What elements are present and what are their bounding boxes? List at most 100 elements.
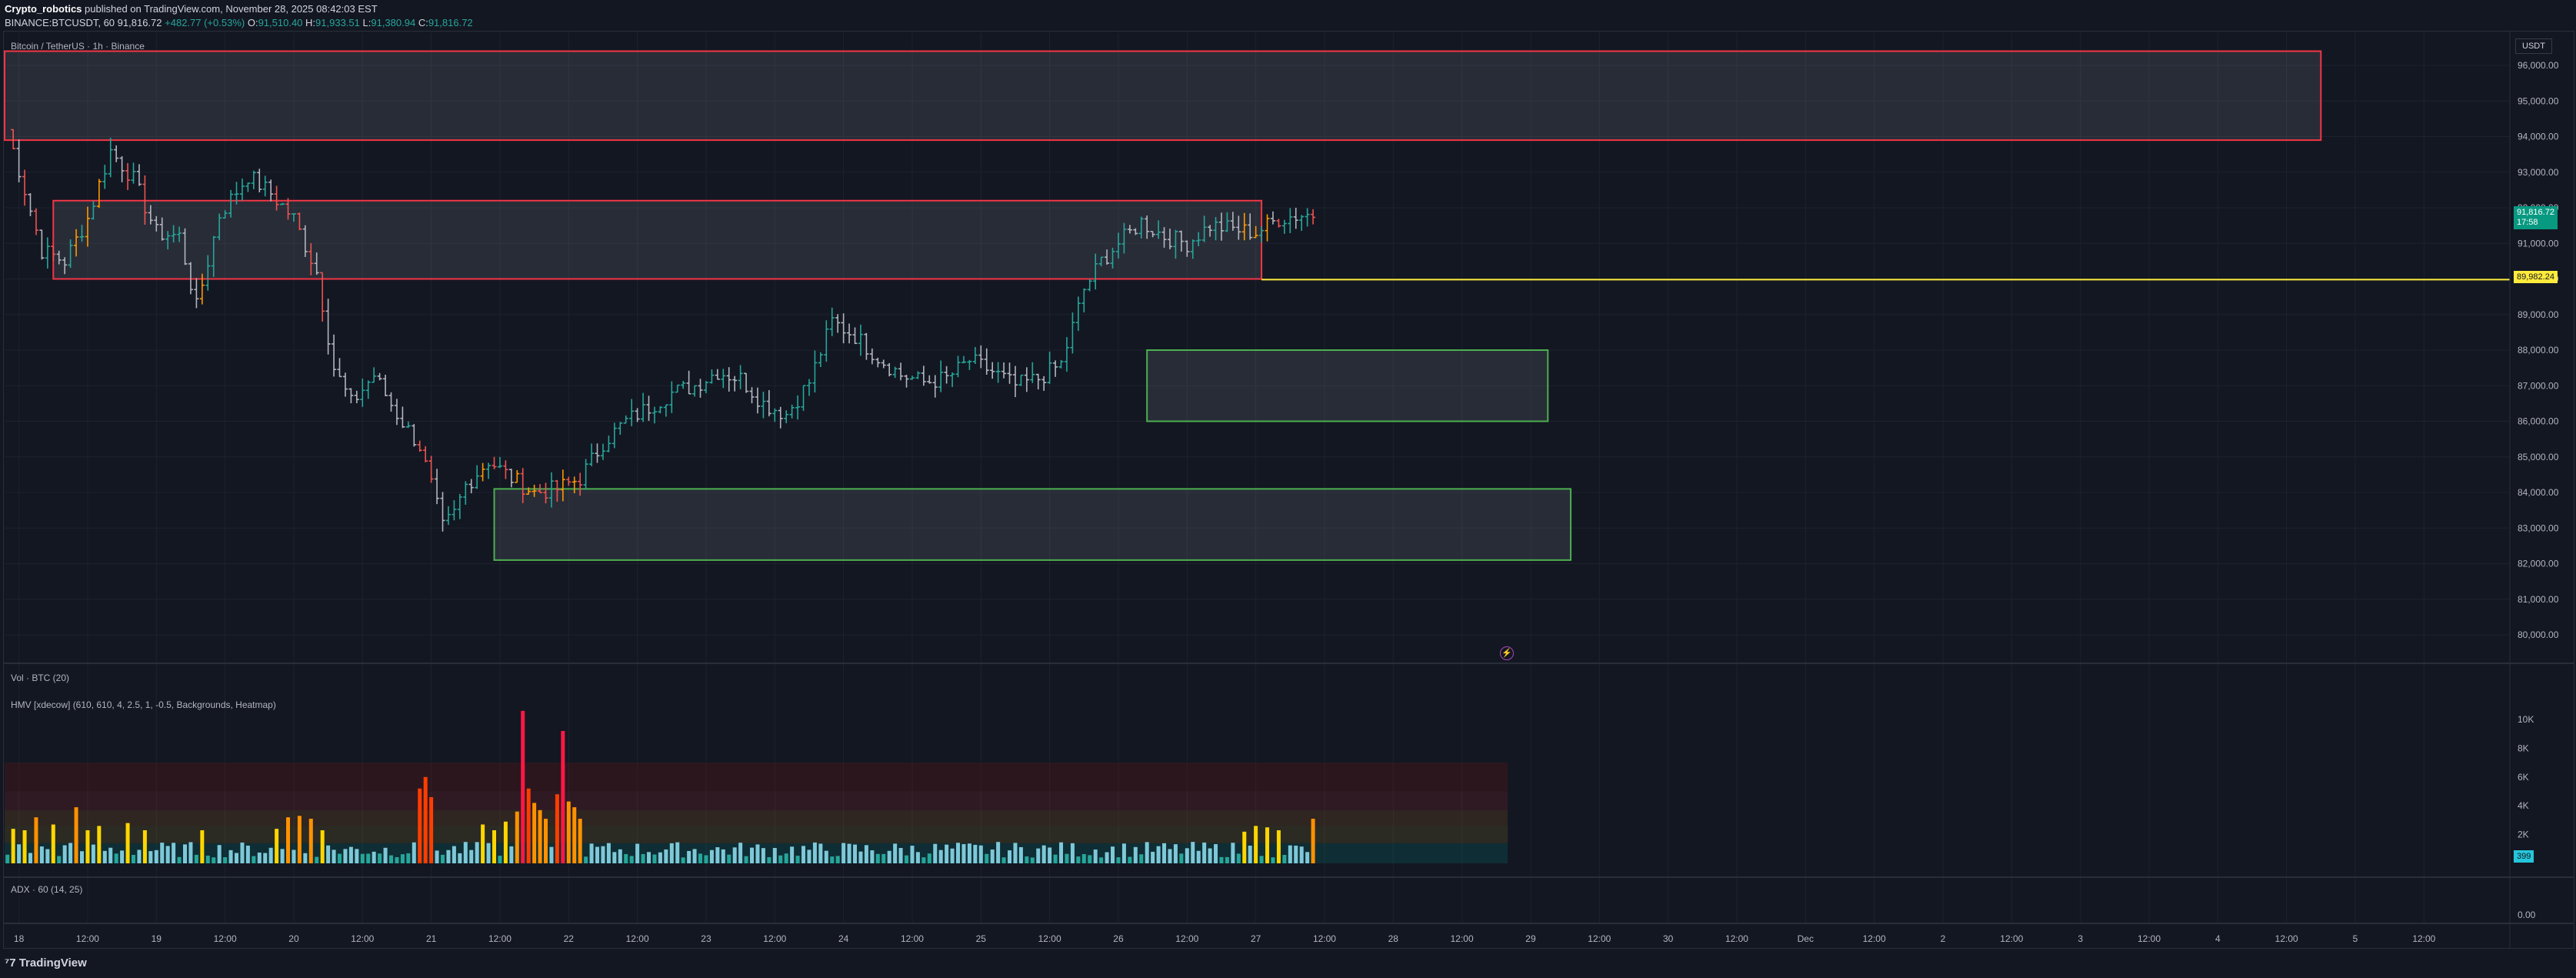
volume-tick-label: 2K xyxy=(2518,829,2529,840)
hmv-bar xyxy=(744,856,748,863)
author-name[interactable]: Crypto_robotics xyxy=(5,3,82,15)
tradingview-logo[interactable]: ⁷7 TradingView xyxy=(5,956,87,970)
vol-label[interactable]: Vol · BTC (20) xyxy=(11,673,70,683)
price-tick-label: 85,000.00 xyxy=(2518,452,2559,462)
hmv-bar xyxy=(1121,843,1126,863)
hmv-label[interactable]: HMV [xdecow] (610, 610, 4, 2.5, 1, -0.5,… xyxy=(11,699,276,710)
hmv-bar xyxy=(1173,844,1178,863)
currency-button[interactable]: USDT xyxy=(2515,38,2552,54)
hmv-bar xyxy=(125,823,130,863)
hmv-bar xyxy=(961,844,966,863)
hmv-bar xyxy=(108,847,113,863)
time-tick-label: 2 xyxy=(1941,933,1946,944)
level-price-tag: 89,982.24 xyxy=(2514,271,2558,283)
hmv-bar xyxy=(1219,856,1224,863)
hmv-bar xyxy=(1053,854,1058,863)
time-tick-label: 30 xyxy=(1663,933,1674,944)
time-tick-label: 12:00 xyxy=(1175,933,1198,944)
adx-value: 0.00 xyxy=(2518,910,2536,920)
hmv-bar xyxy=(1025,856,1029,863)
hmv-bar xyxy=(767,856,771,863)
hmv-bar xyxy=(348,846,353,863)
hmv-bar xyxy=(692,849,697,863)
resistance-box-upper xyxy=(4,50,2322,142)
close-label: C: xyxy=(418,17,428,28)
time-tick-label: 12:00 xyxy=(488,933,512,944)
hmv-bar xyxy=(412,842,416,863)
hmv-bar xyxy=(1294,845,1298,863)
hmv-bar xyxy=(303,853,308,863)
volume-tick-label: 10K xyxy=(2518,714,2534,725)
hmv-bar xyxy=(1001,857,1006,863)
hmv-bar xyxy=(34,817,38,863)
hmv-bar xyxy=(188,842,193,863)
hmv-bar xyxy=(1265,827,1270,863)
time-tick-label: 12:00 xyxy=(626,933,649,944)
hmv-bar xyxy=(1168,849,1172,863)
hmv-bar xyxy=(1156,846,1161,863)
resistance-box-mid xyxy=(52,199,1263,280)
hmv-bar xyxy=(338,853,342,863)
time-tick-label: 12:00 xyxy=(1588,933,1611,944)
hmv-bar xyxy=(137,849,142,863)
hmv-bar xyxy=(469,849,474,863)
hmv-bar xyxy=(332,849,336,863)
hmv-bar xyxy=(148,851,153,863)
hmv-bar xyxy=(898,848,903,863)
hmv-bar xyxy=(561,730,565,863)
hmv-bar xyxy=(1299,846,1304,863)
hmv-bar xyxy=(1162,843,1167,863)
time-tick-label: 3 xyxy=(2078,933,2083,944)
hmv-bar xyxy=(165,846,170,863)
close-value: 91,816.72 xyxy=(428,17,473,28)
hmv-bar xyxy=(1116,857,1121,863)
hmv-bar xyxy=(57,856,62,863)
adx-label[interactable]: ADX · 60 (14, 25) xyxy=(11,884,83,895)
hmv-bar xyxy=(1065,853,1069,863)
hmv-bar xyxy=(555,794,559,863)
hmv-bar xyxy=(160,843,165,863)
hmv-bar xyxy=(486,843,491,863)
hmv-bar xyxy=(315,856,319,863)
hmv-bar xyxy=(509,846,514,863)
countdown-value: 17:58 xyxy=(2517,218,2538,227)
hmv-bar xyxy=(245,845,250,863)
price-tick-label: 80,000.00 xyxy=(2518,629,2559,640)
hmv-bar xyxy=(709,849,714,863)
hmv-bar xyxy=(114,853,118,863)
hmv-bar xyxy=(62,845,67,863)
price-tick-label: 86,000.00 xyxy=(2518,416,2559,427)
time-tick-label: 12:00 xyxy=(351,933,374,944)
hmv-bar xyxy=(120,850,125,863)
hmv-bar xyxy=(205,855,210,863)
hmv-bar xyxy=(1059,842,1064,863)
flash-icon[interactable]: ⚡ xyxy=(1500,646,1514,660)
price-tick-label: 81,000.00 xyxy=(2518,594,2559,605)
time-tick-label: 25 xyxy=(976,933,987,944)
hmv-bar xyxy=(418,788,422,863)
hmv-bar xyxy=(492,829,497,863)
hmv-bar xyxy=(452,846,456,863)
hmv-bar xyxy=(228,849,233,863)
hmv-bar xyxy=(308,819,313,863)
hmv-bar xyxy=(320,829,325,863)
hmv-bar xyxy=(938,849,943,863)
hmv-bar xyxy=(761,848,765,863)
hmv-band xyxy=(5,826,1508,843)
hmv-bar xyxy=(956,843,961,863)
open-label: O: xyxy=(247,17,258,28)
hmv-bar xyxy=(870,850,875,863)
zone-boxes xyxy=(4,50,2322,561)
hmv-bar xyxy=(612,852,617,863)
time-tick-label: 21 xyxy=(426,933,437,944)
hmv-bar xyxy=(675,842,680,863)
hmv-bar xyxy=(715,847,720,863)
hmv-bar xyxy=(881,853,886,863)
hmv-bar xyxy=(1151,851,1155,863)
hmv-bar xyxy=(292,849,296,863)
hmv-bar xyxy=(1225,856,1229,863)
hmv-bar xyxy=(183,844,188,863)
hmv-bar xyxy=(383,847,388,863)
hmv-bar xyxy=(704,855,708,863)
